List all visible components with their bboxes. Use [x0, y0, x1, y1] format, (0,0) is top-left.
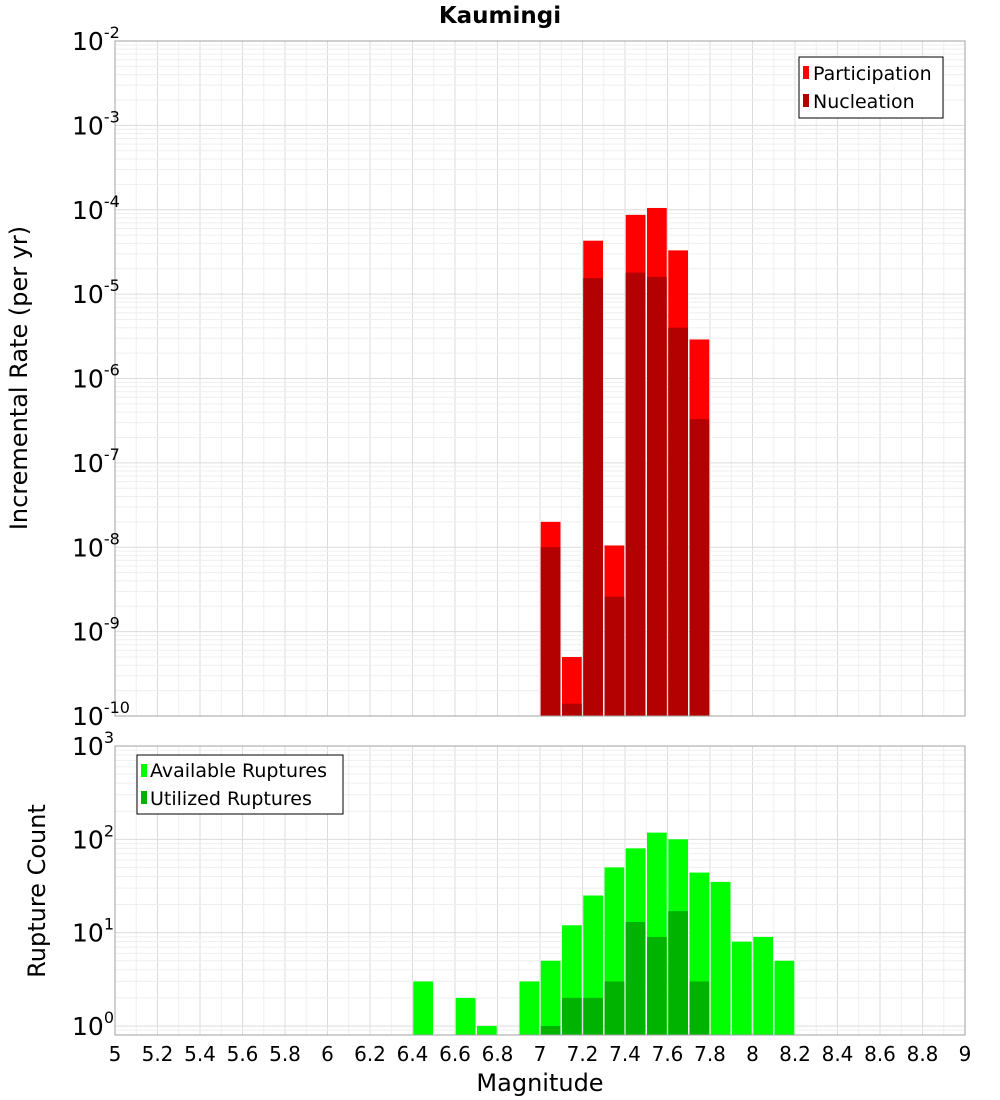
- top-plot-frame: [114, 40, 966, 717]
- top-y-tick-labels: 10-10 10-9 10-8 10-7 10-6 10-5 10-4 10-3 10-2: [72, 23, 130, 731]
- bottom-y-tick-label: 100: [72, 1008, 114, 1041]
- top-plot: 10-10 10-9 10-8 10-7 10-6 10-5 10-4 10-3 10-2 In…: [5, 23, 966, 731]
- x-tick-label: 5.4: [184, 1042, 216, 1066]
- x-tick-label: 8.6: [864, 1042, 896, 1066]
- x-axis-label: Magnitude: [476, 1069, 603, 1097]
- bottom-bars: [413, 832, 795, 1035]
- x-tick-label: 6.6: [439, 1042, 471, 1066]
- bottom-bar-utilized-ruptures: [540, 1025, 561, 1035]
- top-y-tick-label: 10-2: [72, 23, 120, 56]
- bottom-bar-available-ruptures: [413, 981, 433, 1035]
- top-y-tick-label: 10-10: [72, 698, 130, 731]
- top-gridlines: [114, 40, 966, 717]
- bottom-legend: Available Ruptures Utilized Ruptures: [136, 754, 344, 815]
- top-y-tick-label: 10-4: [72, 192, 120, 225]
- bottom-y-tick-label: 101: [72, 915, 114, 948]
- top-bar-nucleation: [668, 327, 688, 716]
- top-bar-nucleation: [647, 276, 667, 716]
- legend-swatch-available: [141, 764, 147, 777]
- bottom-plot: 100 101 102 103 5 5.2 5.4 5.6 5.8 6 6.2 6.4 6.6 6.8 7…: [23, 728, 971, 1097]
- x-tick-label: 8.2: [779, 1042, 811, 1066]
- x-tick-label: 8.4: [822, 1042, 854, 1066]
- top-bar-nucleation: [583, 278, 603, 716]
- bottom-y-tick-label: 103: [72, 728, 114, 761]
- x-tick-label: 5.6: [227, 1042, 259, 1066]
- legend-label-available: Available Ruptures: [150, 760, 327, 782]
- top-bar-nucleation: [540, 547, 561, 716]
- legend-swatch-utilized: [141, 791, 147, 804]
- legend-label-utilized: Utilized Ruptures: [150, 788, 312, 810]
- bottom-bar-available-ruptures: [710, 881, 731, 1035]
- bottom-bar-available-ruptures: [774, 960, 795, 1035]
- bottom-bar-utilized-ruptures: [625, 922, 646, 1035]
- bottom-plot-frame: [114, 745, 966, 1036]
- bottom-bar-utilized-ruptures: [689, 981, 710, 1035]
- x-tick-label: 7: [534, 1042, 547, 1066]
- bottom-y-tick-label: 102: [72, 821, 114, 854]
- legend-label-participation: Participation: [813, 63, 932, 85]
- x-tick-label: 6.4: [397, 1042, 429, 1066]
- legend-swatch-nucleation: [803, 94, 809, 107]
- x-tick-label: 6.8: [482, 1042, 514, 1066]
- x-tick-label: 7.2: [567, 1042, 599, 1066]
- top-y-tick-label: 10-5: [72, 276, 120, 309]
- top-y-tick-label: 10-6: [72, 361, 120, 394]
- top-bar-nucleation: [562, 703, 582, 716]
- top-legend: Participation Nucleation: [798, 56, 944, 119]
- bottom-y-axis-label: Rupture Count: [23, 804, 51, 978]
- x-tick-label: 8.8: [907, 1042, 939, 1066]
- x-tick-label: 5: [109, 1042, 122, 1066]
- legend-label-nucleation: Nucleation: [813, 91, 915, 113]
- top-y-tick-label: 10-9: [72, 614, 120, 647]
- x-tick-label: 9: [959, 1042, 972, 1066]
- top-legend-box: [798, 56, 944, 119]
- bottom-bar-utilized-ruptures: [562, 997, 582, 1035]
- bottom-bar-available-ruptures: [732, 941, 752, 1035]
- bottom-bar-utilized-ruptures: [583, 997, 603, 1035]
- bottom-bar-available-ruptures: [753, 936, 773, 1035]
- x-tick-label: 7.4: [609, 1042, 641, 1066]
- bottom-bar-available-ruptures: [455, 997, 476, 1035]
- bottom-bar-available-ruptures: [477, 1025, 497, 1035]
- x-tick-label: 7.6: [652, 1042, 684, 1066]
- x-tick-label: 5.8: [269, 1042, 301, 1066]
- top-y-tick-label: 10-8: [72, 529, 120, 562]
- top-bar-nucleation: [625, 272, 646, 716]
- top-bar-nucleation: [604, 596, 625, 716]
- bottom-bar-utilized-ruptures: [604, 981, 625, 1035]
- top-y-tick-label: 10-3: [72, 107, 120, 140]
- bottom-legend-box: [136, 754, 344, 815]
- top-bars: [540, 207, 710, 717]
- top-y-tick-label: 10-7: [72, 445, 120, 478]
- bottom-bar-utilized-ruptures: [647, 936, 667, 1035]
- top-bar-participation: [562, 657, 582, 716]
- legend-swatch-participation: [803, 66, 809, 79]
- top-y-axis-label: Incremental Rate (per yr): [5, 226, 33, 530]
- bottom-y-tick-labels: 100 101 102 103: [72, 728, 114, 1041]
- x-tick-label: 7.8: [694, 1042, 726, 1066]
- x-tick-labels: 5 5.2 5.4 5.6 5.8 6 6.2 6.4 6.6 6.8 7 7.2 7.4 7.6 7.8 8…: [109, 1042, 972, 1066]
- x-tick-label: 6.2: [354, 1042, 386, 1066]
- x-tick-label: 8: [746, 1042, 759, 1066]
- x-tick-label: 5.2: [142, 1042, 174, 1066]
- bottom-bar-available-ruptures: [540, 960, 561, 1035]
- bottom-bar-available-ruptures: [519, 981, 540, 1035]
- chart-title: Kaumingi: [439, 3, 561, 29]
- x-tick-label: 6: [321, 1042, 334, 1066]
- top-bar-nucleation: [689, 419, 710, 716]
- bottom-bar-utilized-ruptures: [668, 911, 688, 1035]
